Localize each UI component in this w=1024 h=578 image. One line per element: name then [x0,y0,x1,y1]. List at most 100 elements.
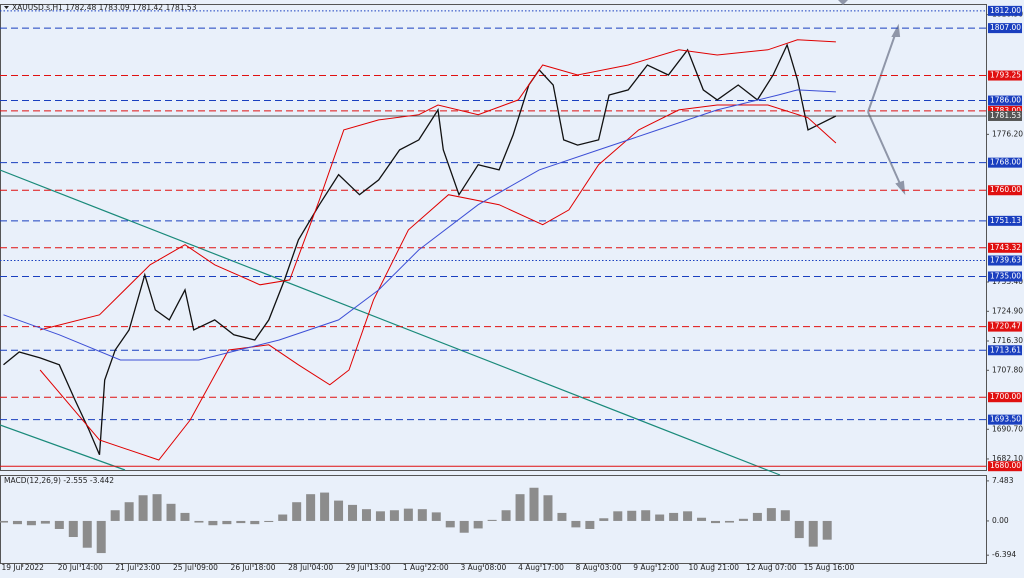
y-tick-label: 1724.90 [992,306,1023,315]
macd-bar [431,512,441,521]
macd-bar [208,520,218,526]
macd-bar [641,510,651,521]
y-tick-label: 1733.40 [992,277,1023,286]
x-tick-label: 3 Aug 08:00 [460,563,506,572]
macd-bar [361,509,371,521]
x-tick-label: 1 Aug 22:00 [403,563,449,572]
level-label: 1720.47 [990,322,1021,331]
y-tick-label: 7.483 [992,476,1014,485]
macd-bar [96,520,106,554]
macd-bar [766,508,776,521]
macd-bar [459,520,469,533]
x-tick-label: 10 Aug 21:00 [688,563,739,572]
price-line [3,43,837,456]
x-tick-label: 12 Aug 07:00 [746,563,797,572]
macd-bar [627,510,637,521]
macd-bar [403,508,413,521]
macd-bar [68,520,78,538]
macd-bar [306,494,316,521]
level-label: 1760.00 [990,185,1021,194]
macd-bar [12,520,22,525]
macd-bar [822,520,832,540]
level-label-box [988,242,1022,253]
macd-bar [334,500,344,521]
scroll-marker [838,0,848,5]
macd-bar [82,520,92,548]
level-label-box [988,70,1022,81]
macd-bar [138,495,148,521]
level-label: 1700.00 [990,392,1021,401]
x-tick-label: 21 Jul 23:00 [115,563,160,572]
macd-title: MACD(12,26,9) -2.555 -3.442 [4,476,114,485]
y-tick-label: -6.394 [992,550,1016,559]
chart-title: XAUUSD.s,H1 1782.48 1783.09 1781.42 1781… [12,3,197,12]
macd-bar [320,492,330,521]
macd-bar [180,512,190,521]
level-label-box [988,110,1022,121]
level-label-box [988,215,1022,226]
y-tick-label: 1716.30 [992,336,1023,345]
macd-bar [389,510,399,521]
x-tick-label: 4 Aug 17:00 [518,563,564,572]
price-line [39,39,836,331]
macd-bar [697,517,707,521]
macd-bar [152,494,162,521]
macd-bar [110,510,120,521]
level-label-box [988,321,1022,332]
macd-bar [808,520,818,547]
macd-bar [515,494,525,521]
trend-line [0,169,781,476]
macd-bar [264,520,274,523]
level-label: 1735.00 [990,271,1021,280]
y-tick-label: 1682.10 [992,454,1023,463]
level-label-box [988,461,1022,472]
macd-bar [292,502,302,521]
macd-bar [738,518,748,521]
level-label: 1807.00 [990,23,1021,32]
level-label-box [988,255,1022,266]
macd-bar [752,512,762,521]
level-label-box [988,345,1022,356]
price-line [3,89,836,361]
level-label-box [988,5,1022,16]
macd-panel-frame [0,475,987,564]
macd-bar [166,503,176,521]
macd-bar [445,520,455,528]
x-tick-label: 29 Jul 13:00 [346,563,391,572]
macd-bar [26,520,36,526]
level-label: 1693.50 [990,415,1021,424]
macd-bar [543,495,553,521]
macd-bar [54,520,64,529]
level-label: 1743.32 [990,243,1021,252]
macd-bar [557,512,567,521]
x-tick-label: 19 Jul 2022 [1,563,44,572]
macd-bar [529,487,539,521]
macd-bar [278,514,288,521]
macd-bar [222,520,232,525]
macd-bar [348,504,358,521]
x-tick-label: 8 Aug 03:00 [576,563,622,572]
macd-bar [0,520,8,523]
macd-bar [236,520,246,524]
level-label: 1768.00 [990,158,1021,167]
y-tick-label: 0.00 [992,516,1009,525]
level-label-box [988,105,1022,116]
level-label: 1713.61 [990,345,1021,354]
x-tick-label: 9 Aug 12:00 [633,563,679,572]
macd-bar [124,502,134,521]
trend-line [0,424,126,471]
macd-bar [40,520,50,524]
level-label-box [988,95,1022,106]
y-tick-label: 1690.70 [992,424,1023,433]
level-label: 1786.00 [990,96,1021,105]
macd-bar [599,518,609,521]
price-panel-frame [0,4,987,471]
macd-bar [487,519,497,521]
macd-bar [417,509,427,521]
macd-bar [571,520,581,528]
level-label-box [988,414,1022,425]
level-label: 1751.13 [990,216,1021,225]
price-line [39,104,837,461]
